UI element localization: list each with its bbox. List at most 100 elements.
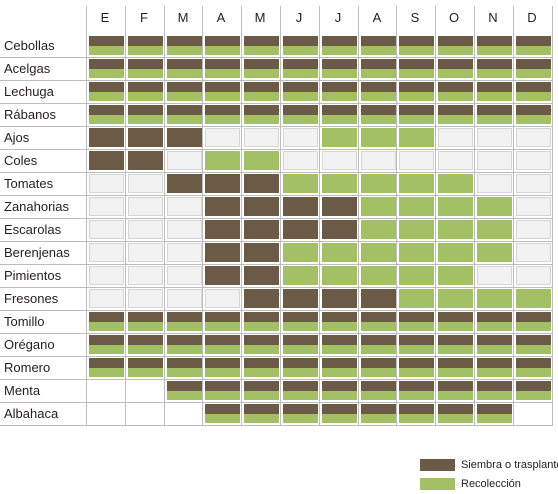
grid-hline — [0, 241, 552, 242]
cell-siembra-recoleccion — [322, 335, 357, 354]
cell-siembra-recoleccion — [438, 381, 473, 400]
cell-siembra-recoleccion — [322, 358, 357, 377]
cell-siembra-recoleccion — [477, 36, 512, 55]
cell-siembra-recoleccion — [516, 358, 551, 377]
cell-recoleccion-part — [167, 45, 202, 55]
grid-vline — [358, 6, 359, 426]
cell-siembra-recoleccion — [516, 335, 551, 354]
cell-siembra — [244, 266, 279, 285]
cell-recoleccion — [361, 220, 396, 239]
cell-siembra-part — [399, 82, 434, 92]
cell-recoleccion-part — [128, 114, 163, 124]
cell-empty — [89, 197, 124, 216]
cell-recoleccion-part — [244, 344, 279, 354]
cell-siembra-recoleccion — [399, 105, 434, 124]
cell-siembra-recoleccion — [399, 335, 434, 354]
cell-siembra-part — [399, 358, 434, 368]
cell-recoleccion-part — [361, 68, 396, 78]
cell-empty — [89, 174, 124, 193]
cell-siembra-recoleccion — [205, 36, 240, 55]
cell-siembra-part — [283, 381, 318, 391]
cell-recoleccion-part — [128, 45, 163, 55]
cell-recoleccion-part — [399, 413, 434, 423]
cell-siembra-part — [438, 36, 473, 46]
crop-label: Zanahorias — [4, 199, 70, 214]
month-header: F — [140, 10, 148, 25]
cell-siembra-part — [438, 381, 473, 391]
cell-empty — [89, 266, 124, 285]
cell-recoleccion-part — [477, 68, 512, 78]
cell-siembra-part — [128, 105, 163, 115]
cell-siembra-part — [516, 381, 551, 391]
cell-recoleccion — [361, 197, 396, 216]
cell-recoleccion-part — [361, 413, 396, 423]
cell-empty — [89, 220, 124, 239]
cell-recoleccion-part — [361, 390, 396, 400]
cell-siembra-part — [399, 105, 434, 115]
cell-siembra-recoleccion — [244, 335, 279, 354]
cell-siembra-recoleccion — [283, 82, 318, 101]
cell-siembra-part — [244, 381, 279, 391]
cell-siembra-part — [322, 358, 357, 368]
cell-recoleccion-part — [205, 114, 240, 124]
cell-siembra-recoleccion — [361, 59, 396, 78]
crop-label: Menta — [4, 383, 41, 398]
cell-recoleccion-part — [89, 68, 124, 78]
cell-siembra-recoleccion — [361, 404, 396, 423]
cell-siembra-part — [205, 36, 240, 46]
cell-siembra-part — [399, 312, 434, 322]
cell-recoleccion-part — [167, 114, 202, 124]
cell-recoleccion-part — [361, 114, 396, 124]
cell-siembra-recoleccion — [322, 381, 357, 400]
cell-siembra-part — [167, 59, 202, 69]
cell-recoleccion-part — [283, 114, 318, 124]
cell-siembra-recoleccion — [244, 358, 279, 377]
cell-siembra-part — [205, 105, 240, 115]
cell-recoleccion-part — [244, 45, 279, 55]
cell-recoleccion — [477, 243, 512, 262]
cell-siembra-part — [399, 59, 434, 69]
cell-siembra-part — [361, 105, 396, 115]
cell-siembra — [244, 220, 279, 239]
cell-recoleccion-part — [244, 91, 279, 101]
cell-recoleccion — [283, 243, 318, 262]
cell-siembra-recoleccion — [128, 105, 163, 124]
cell-empty — [167, 243, 202, 262]
cell-empty — [167, 266, 202, 285]
cell-recoleccion-part — [283, 390, 318, 400]
cell-siembra-part — [205, 358, 240, 368]
cell-siembra — [89, 128, 124, 147]
legend-label-recoleccion: Recolección — [461, 478, 521, 490]
cell-siembra-part — [89, 312, 124, 322]
month-header: D — [527, 10, 537, 25]
cell-recoleccion-part — [89, 367, 124, 377]
grid-vline — [552, 6, 553, 426]
cell-recoleccion-part — [361, 91, 396, 101]
grid-hline — [0, 287, 552, 288]
cell-siembra-recoleccion — [399, 358, 434, 377]
cell-recoleccion — [477, 289, 512, 308]
cell-recoleccion-part — [89, 91, 124, 101]
cell-siembra-recoleccion — [89, 105, 124, 124]
cell-siembra-recoleccion — [167, 312, 202, 331]
crop-label: Tomillo — [4, 314, 45, 329]
cell-recoleccion-part — [322, 91, 357, 101]
crop-label: Ajos — [4, 130, 30, 145]
grid-hline — [0, 333, 552, 334]
cell-siembra-part — [167, 358, 202, 368]
cell-siembra — [128, 128, 163, 147]
cell-empty — [205, 128, 240, 147]
cell-recoleccion-part — [205, 413, 240, 423]
cell-siembra-part — [477, 82, 512, 92]
cell-siembra-recoleccion — [128, 312, 163, 331]
cell-siembra-part — [516, 358, 551, 368]
crop-label: Romero — [4, 360, 51, 375]
cell-siembra-recoleccion — [283, 36, 318, 55]
grid-vline — [125, 6, 126, 426]
grid-vline — [513, 6, 514, 426]
cell-siembra — [244, 197, 279, 216]
month-header: A — [216, 10, 226, 25]
cell-recoleccion-part — [516, 321, 551, 331]
crop-label: Pimientos — [4, 268, 62, 283]
cell-recoleccion — [283, 266, 318, 285]
